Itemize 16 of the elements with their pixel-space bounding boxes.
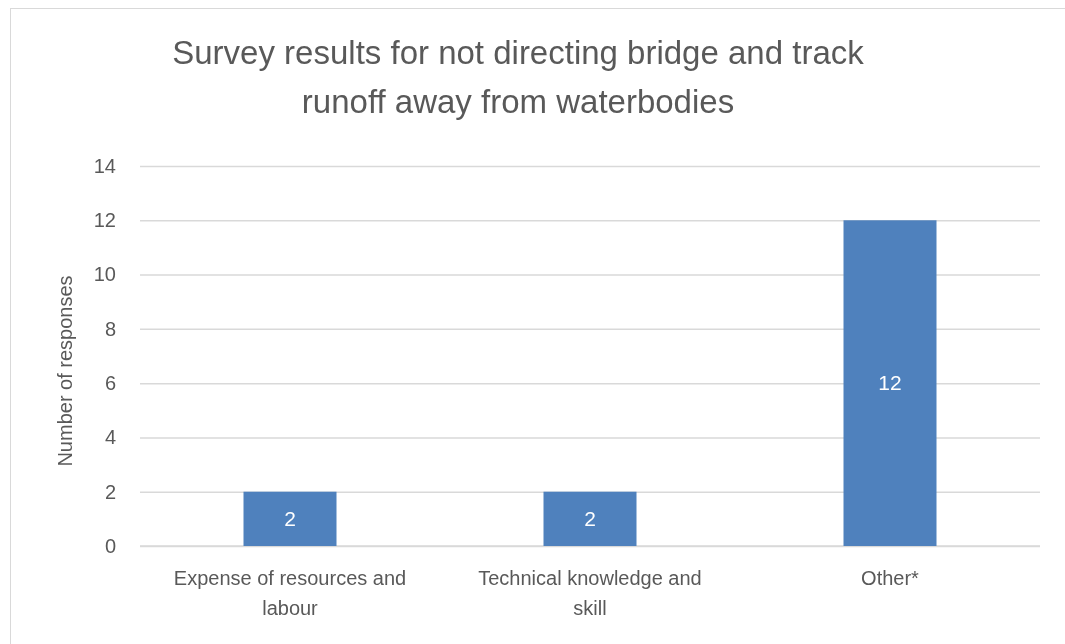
y-tick-label: 0 <box>104 534 116 557</box>
x-tick-label: Other* <box>861 567 920 589</box>
y-tick-label: 2 <box>104 480 116 503</box>
data-label: 2 <box>584 507 596 531</box>
chart-title: Survey results for not directing bridge and track runoff away from waterbodies <box>172 34 865 120</box>
y-tick-label: 14 <box>93 154 116 177</box>
y-axis-title: Number of responses <box>54 275 76 467</box>
y-tick-label: 12 <box>93 209 116 232</box>
x-tick-label: Expense of resources and labour <box>173 567 407 619</box>
x-tick-label: Technical knowledge and skill <box>478 567 702 619</box>
data-label: 12 <box>878 371 902 395</box>
data-label: 2 <box>284 507 296 531</box>
y-tick-label: 6 <box>104 372 116 395</box>
y-tick-label: 4 <box>104 426 116 449</box>
y-tick-label: 8 <box>104 317 116 340</box>
y-tick-label: 10 <box>93 263 116 286</box>
